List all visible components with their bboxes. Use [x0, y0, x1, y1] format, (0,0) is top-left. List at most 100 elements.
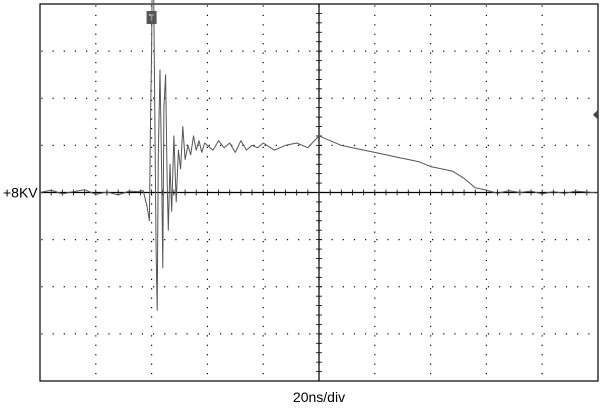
- grid-dot: [186, 50, 188, 52]
- grid-dot: [485, 212, 487, 214]
- grid-dot: [318, 146, 320, 148]
- grid-dot: [52, 191, 54, 194]
- grid-dot: [141, 191, 144, 194]
- grid-dot: [365, 144, 367, 146]
- grid-dot: [487, 333, 489, 335]
- grid-dot: [331, 97, 333, 99]
- grid-dot: [151, 146, 153, 148]
- grid-dot: [543, 97, 545, 99]
- grid-dot: [318, 222, 320, 224]
- grid-dot: [318, 250, 320, 252]
- grid-dot: [443, 333, 445, 335]
- grid-dot: [141, 97, 144, 99]
- grid-dot: [541, 156, 543, 158]
- grid-dot: [353, 333, 356, 335]
- grid-dot: [374, 33, 376, 35]
- grid-dot: [141, 286, 144, 288]
- grid-dot: [119, 286, 121, 288]
- grid-dot: [151, 259, 153, 262]
- grid-dot: [262, 372, 264, 375]
- grid-dot: [95, 212, 97, 214]
- grid-dot: [74, 97, 77, 99]
- grid-dot: [242, 97, 244, 99]
- grid-dot: [318, 325, 320, 328]
- grid-dot: [318, 344, 320, 346]
- grid-dot: [430, 372, 432, 375]
- grid-dot: [420, 333, 423, 335]
- grid-dot: [41, 144, 43, 146]
- grid-dot: [430, 288, 432, 290]
- grid-dot: [153, 333, 155, 335]
- grid-dot: [151, 193, 153, 196]
- grid-dot: [318, 259, 320, 262]
- grid-dot: [476, 97, 478, 99]
- grid-dot: [95, 156, 97, 158]
- grid-dot: [208, 144, 210, 146]
- grid-dot: [262, 61, 264, 64]
- grid-dot: [95, 137, 97, 139]
- grid-dot: [532, 97, 534, 99]
- grid-dot: [565, 144, 568, 146]
- grid-dot: [485, 137, 487, 139]
- grid-dot: [86, 191, 88, 194]
- grid-dot: [141, 239, 144, 241]
- grid-dot: [430, 71, 432, 73]
- grid-dot: [554, 191, 556, 194]
- grid-dot: [318, 90, 320, 92]
- grid-dot: [577, 191, 579, 194]
- grid-dot: [164, 144, 166, 146]
- grid-dot: [430, 325, 432, 328]
- grid-dot: [52, 50, 54, 52]
- grid-dot: [95, 146, 97, 148]
- grid-dot: [318, 109, 320, 111]
- grid-dot: [331, 191, 333, 194]
- grid-dot: [577, 333, 579, 335]
- grid-dot: [465, 333, 467, 335]
- grid-dot: [151, 269, 153, 271]
- grid-dot: [374, 269, 376, 271]
- grid-dot: [206, 212, 208, 214]
- grid-dot: [262, 363, 264, 365]
- grid-dot: [374, 241, 376, 243]
- grid-dot: [264, 239, 266, 241]
- grid-dot: [387, 144, 389, 146]
- grid-dot: [487, 97, 489, 99]
- grid-dot: [206, 156, 208, 158]
- grid-dot: [63, 191, 65, 194]
- grid-dot: [52, 286, 54, 288]
- grid-dot: [387, 50, 389, 52]
- grid-dot: [97, 333, 99, 335]
- grid-dot: [151, 203, 153, 205]
- grid-dot: [510, 50, 512, 52]
- grid-dot: [318, 24, 320, 26]
- grid-dot: [365, 286, 367, 288]
- grid-dot: [318, 316, 320, 318]
- grid-dot: [242, 286, 244, 288]
- grid-dot: [485, 175, 487, 177]
- grid-dot: [353, 191, 356, 194]
- grid-dot: [541, 33, 543, 35]
- grid-dot: [262, 231, 264, 233]
- grid-dot: [286, 50, 289, 52]
- grid-dot: [206, 372, 208, 375]
- grid-dot: [485, 297, 487, 299]
- grid-dot: [108, 333, 110, 335]
- grid-dot: [264, 333, 266, 335]
- grid-dot: [208, 50, 210, 52]
- grid-dot: [206, 278, 208, 280]
- grid-dot: [262, 127, 264, 130]
- grid-dot: [365, 191, 367, 194]
- grid-dot: [262, 137, 264, 139]
- grid-dot: [63, 239, 65, 241]
- grid-dot: [376, 191, 378, 194]
- grid-dot: [510, 333, 512, 335]
- grid-dot: [108, 97, 110, 99]
- grid-dot: [498, 97, 501, 99]
- grid-dot: [262, 175, 264, 177]
- grid-dot: [164, 286, 166, 288]
- grid-dot: [432, 333, 434, 335]
- grid-dot: [387, 191, 389, 194]
- grid-dot: [262, 335, 264, 337]
- grid-dot: [398, 144, 400, 146]
- grid-dot: [206, 71, 208, 73]
